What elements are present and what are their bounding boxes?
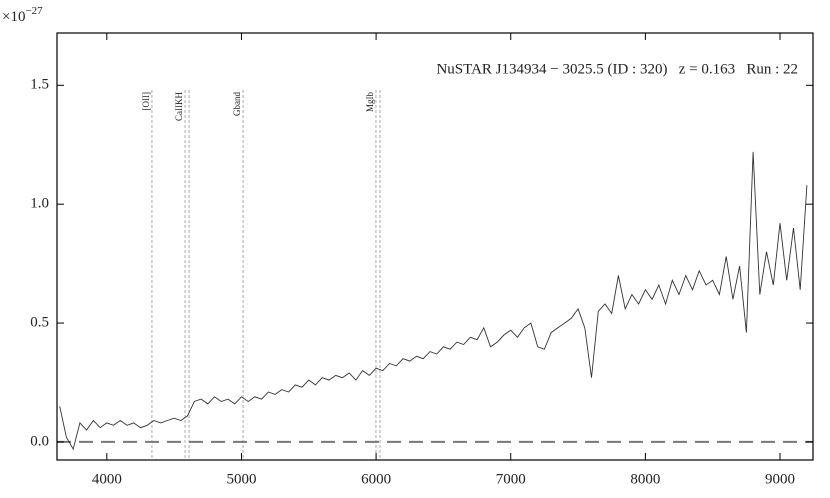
marker-label: MgIb	[365, 92, 375, 112]
marker-label: CaIIKH	[174, 92, 184, 121]
marker-label: [OII]	[141, 92, 151, 111]
y-offset: ×10−27	[2, 5, 43, 26]
chart-title: NuSTAR J134934 − 3025.5 (ID : 320) z = 0…	[436, 61, 798, 77]
x-tick-label: 5000	[226, 471, 256, 487]
x-tick-label: 8000	[630, 471, 660, 487]
y-tick-label: 1.0	[30, 196, 49, 212]
y-offset-base: ×10	[2, 9, 25, 25]
x-tick-label: 6000	[361, 471, 391, 487]
x-tick-label: 7000	[496, 471, 526, 487]
spectrum-line	[59, 151, 808, 451]
y-offset-exponent: −27	[25, 5, 43, 17]
x-tick-label: 9000	[765, 471, 795, 487]
frame	[56, 32, 814, 461]
y-tick-label: 1.5	[30, 77, 49, 93]
y-tick-label: 0.5	[30, 314, 49, 330]
y-tick-label: 0.0	[30, 433, 49, 449]
marker-label: Gband	[232, 92, 242, 116]
x-tick-label: 4000	[92, 471, 122, 487]
